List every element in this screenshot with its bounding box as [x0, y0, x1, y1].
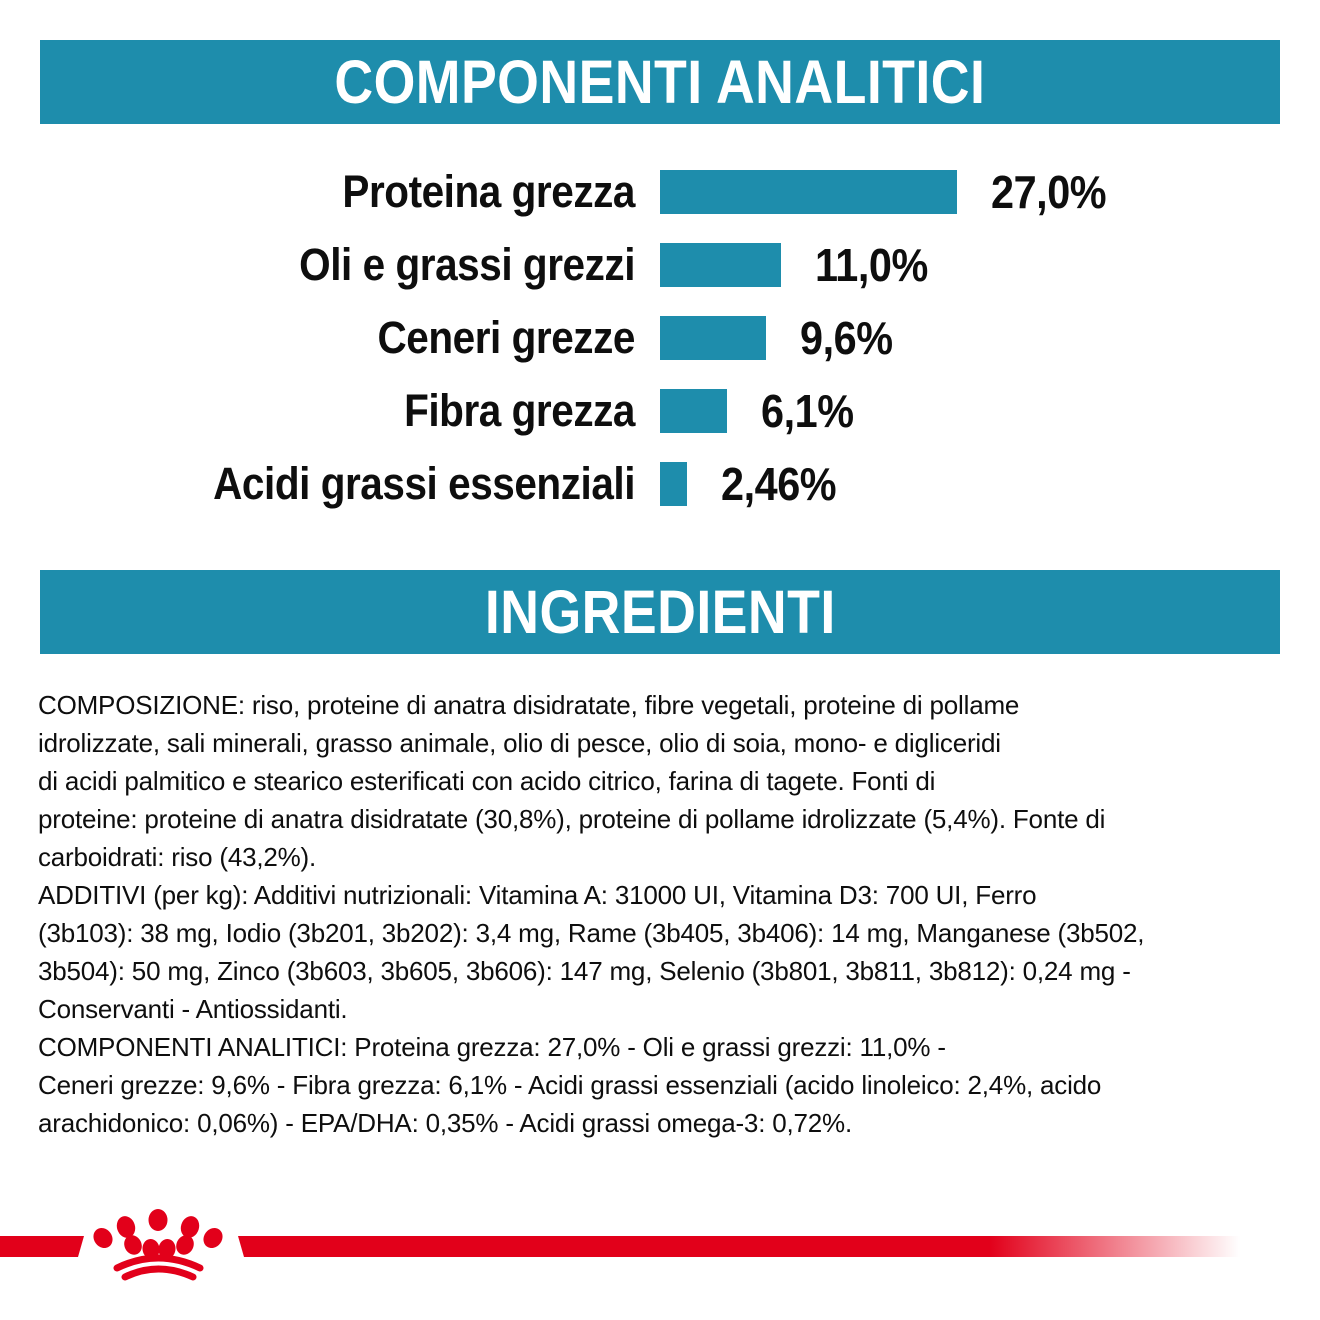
chart-row: Acidi grassi essenziali 2,46%	[0, 447, 1320, 520]
composizione-text-line: di acidi palmitico e stearico esterifica…	[38, 766, 936, 796]
royal-canin-crown-icon	[93, 1209, 223, 1281]
ingredients-text: COMPOSIZIONE: riso, proteine di anatra d…	[38, 686, 1284, 1142]
additivi-text-line: (3b103): 38 mg, Iodio (3b201, 3b202): 3,…	[38, 918, 1145, 948]
composizione-text-line: carboidrati: riso (43,2%).	[38, 842, 317, 872]
additivi-text-line: Conservanti - Antiossidanti.	[38, 994, 348, 1024]
composizione-text-line: idrolizzate, sali minerali, grasso anima…	[38, 728, 1001, 758]
chart-value-label: 9,6%	[800, 311, 893, 364]
chart-row: Proteina grezza 27,0%	[0, 155, 1320, 228]
chart-value-label: 27,0%	[991, 165, 1107, 218]
componenti-analitici-text-line: COMPONENTI ANALITICI: Proteina grezza: 2…	[38, 1032, 946, 1062]
chart-row: Oli e grassi grezzi 11,0%	[0, 228, 1320, 301]
chart-category-label: Acidi grassi essenziali	[213, 457, 636, 509]
chart-category-label: Fibra grezza	[404, 384, 635, 436]
chart-category-label: Proteina grezza	[342, 165, 635, 217]
chart-bar	[660, 461, 687, 506]
section-title: COMPONENTI ANALITICI	[334, 48, 986, 116]
footer-divider-line-right	[238, 1236, 1240, 1257]
chart-category-label: Oli e grassi grezzi	[299, 238, 635, 290]
chart-value-label: 6,1%	[761, 384, 854, 437]
section-header-ingredienti: INGREDIENTI	[40, 570, 1280, 654]
section-header-componenti-analitici: COMPONENTI ANALITICI	[40, 40, 1280, 124]
analytical-components-chart: Proteina grezza 27,0% Oli e grassi grezzi 1…	[0, 155, 1320, 520]
additivi-text-line: 3b504): 50 mg, Zinco (3b603, 3b605, 3b60…	[38, 956, 1131, 986]
section-title: INGREDIENTI	[484, 578, 836, 646]
additivi-text-line: ADDITIVI (per kg): Additivi nutrizionali…	[38, 880, 1037, 910]
chart-value-label: 11,0%	[815, 238, 928, 291]
chart-bar	[660, 388, 727, 433]
composizione-text-line: COMPOSIZIONE: riso, proteine di anatra d…	[38, 690, 1020, 720]
chart-bar	[660, 242, 781, 287]
chart-category-label: Ceneri grezze	[377, 311, 635, 363]
chart-bar	[660, 315, 766, 360]
footer-divider-line-left	[0, 1236, 84, 1257]
chart-row: Ceneri grezze 9,6%	[0, 301, 1320, 374]
chart-value-label: 2,46%	[721, 457, 837, 510]
chart-row: Fibra grezza 6,1%	[0, 374, 1320, 447]
chart-bar	[660, 169, 957, 214]
composizione-text-line: proteine: proteine di anatra disidratate…	[38, 804, 1106, 834]
componenti-analitici-text-line: arachidonico: 0,06%) - EPA/DHA: 0,35% - …	[38, 1108, 852, 1138]
componenti-analitici-text-line: Ceneri grezze: 9,6% - Fibra grezza: 6,1%…	[38, 1070, 1102, 1100]
